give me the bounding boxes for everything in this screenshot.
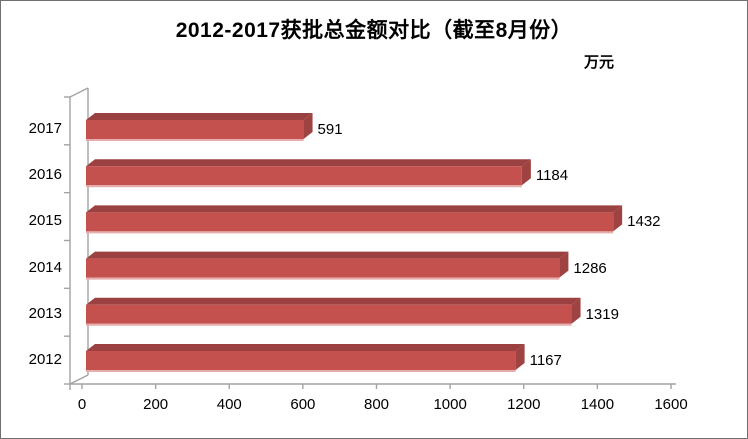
bar-end-face-2012: [515, 344, 525, 370]
bar-2012: [86, 351, 516, 370]
x-tick-label-1000: 1000: [433, 396, 467, 413]
chart-title: 2012-2017获批总金额对比（截至8月份）: [175, 19, 573, 42]
bar-bottom-highlight-2017: [86, 139, 304, 141]
wall-top-edge: [69, 87, 89, 98]
bar-2015: [86, 212, 614, 232]
value-label-2017: 591: [317, 121, 343, 138]
x-tick-label-1600: 1600: [654, 396, 688, 413]
x-tick-label-0: 0: [77, 396, 87, 413]
value-label-2012: 1167: [529, 352, 562, 369]
bar-2014: [86, 258, 560, 278]
bar-top-face-2015: [86, 205, 623, 213]
bar-bottom-highlight-2015: [86, 231, 614, 234]
bar-end-face-2016: [521, 159, 531, 186]
bar-bottom-highlight-2013: [86, 323, 572, 326]
unit-label: 万元: [583, 54, 614, 71]
x-tick-label-200: 200: [143, 396, 169, 413]
value-label-2016: 1184: [535, 167, 569, 185]
value-label-2015: 1432: [627, 213, 661, 231]
category-label-2015: 2015: [28, 212, 62, 230]
bar-top-face-2017: [86, 113, 313, 120]
bar-bottom-highlight-2012: [86, 370, 516, 372]
x-tick-label-400: 400: [216, 396, 242, 413]
category-label-2013: 2013: [28, 304, 62, 322]
value-label-2014: 1286: [573, 259, 607, 277]
category-label-2014: 2014: [28, 258, 62, 276]
wall-bottom-edge: [69, 374, 89, 385]
x-tick-label-1400: 1400: [580, 396, 615, 413]
bar-bottom-highlight-2016: [86, 185, 522, 188]
bar-end-face-2015: [613, 205, 623, 232]
bar-end-face-2013: [571, 297, 581, 324]
bar-end-face-2014: [559, 251, 569, 278]
bar-2016: [86, 166, 522, 186]
category-label-2017: 2017: [28, 120, 62, 137]
bar-top-face-2012: [86, 344, 525, 351]
x-tick-label-1200: 1200: [507, 396, 541, 413]
bar-top-face-2016: [86, 159, 531, 167]
bar-2017: [86, 120, 304, 139]
x-tick-label-800: 800: [363, 396, 390, 413]
bar-top-face-2014: [86, 251, 569, 259]
bar-top-face-2013: [86, 297, 581, 305]
category-label-2016: 2016: [28, 166, 62, 184]
category-label-2012: 2012: [28, 351, 62, 368]
bar-end-face-2017: [303, 113, 313, 139]
bar-bottom-highlight-2014: [86, 277, 560, 280]
value-label-2013: 1319: [585, 305, 619, 323]
bar-2013: [86, 304, 572, 324]
x-tick-label-600: 600: [290, 396, 316, 413]
